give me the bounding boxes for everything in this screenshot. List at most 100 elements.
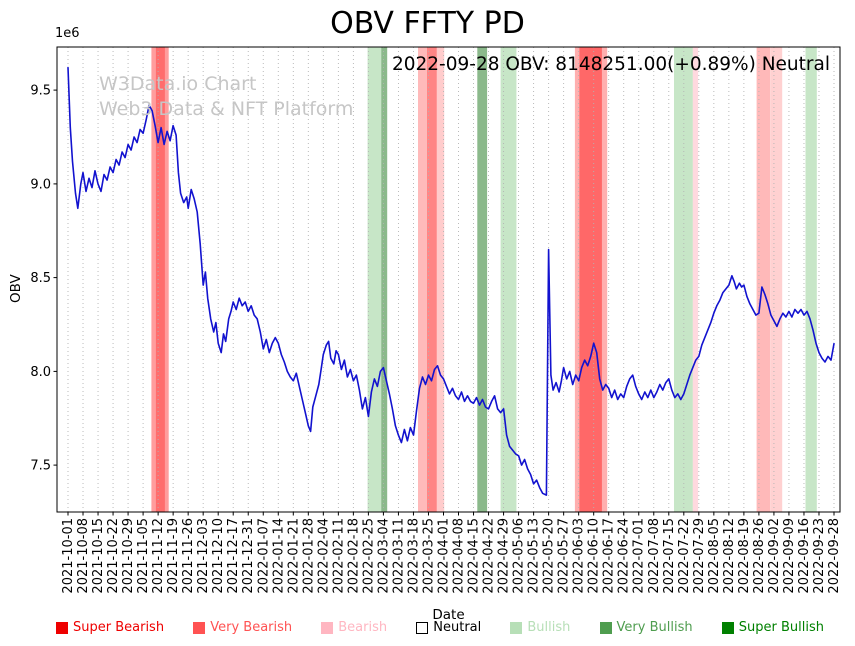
legend-item-very-bearish: Very Bearish bbox=[193, 620, 292, 635]
x-tick-label: 2022-08-12 bbox=[722, 518, 737, 594]
y-tick-label: 7.5 bbox=[30, 459, 51, 474]
x-tick-label: 2022-08-05 bbox=[707, 518, 722, 594]
y-axis-label: OBV bbox=[8, 274, 24, 303]
x-tick-label: 2021-12-10 bbox=[211, 518, 226, 594]
x-tick-label: 2022-03-25 bbox=[422, 518, 437, 594]
x-tick-label: 2021-10-22 bbox=[106, 518, 121, 594]
signal-band-bullish bbox=[367, 47, 382, 512]
legend: Super Bearish Very Bearish Bearish Neutral B… bbox=[56, 620, 824, 635]
legend-label: Super Bullish bbox=[738, 620, 824, 635]
x-tick-label: 2021-11-05 bbox=[136, 518, 151, 594]
x-tick-label: 2022-05-06 bbox=[512, 518, 527, 594]
x-axis-label: Date bbox=[432, 607, 465, 623]
signal-band-very-bullish bbox=[477, 47, 488, 512]
legend-item-neutral: Neutral bbox=[416, 620, 481, 635]
signal-band-very-bearish bbox=[427, 47, 437, 512]
chart-title: OBV FFTY PD bbox=[330, 6, 525, 41]
x-tick-label: 2022-03-11 bbox=[391, 518, 406, 594]
x-tick-label: 2022-07-29 bbox=[692, 518, 707, 594]
x-tick-label: 2022-09-16 bbox=[797, 518, 812, 594]
legend-label: Neutral bbox=[433, 620, 482, 635]
super-bearish-swatch-icon bbox=[56, 621, 68, 634]
x-tick-label: 2021-11-19 bbox=[166, 518, 181, 594]
x-tick-label: 2022-03-18 bbox=[407, 518, 422, 594]
x-tick-label: 2022-04-08 bbox=[452, 518, 467, 594]
x-tick-label: 2022-09-28 bbox=[827, 518, 842, 594]
signal-band-bullish bbox=[500, 47, 517, 512]
y-axis-offset-label: 1e6 bbox=[55, 26, 80, 41]
x-tick-label: 2022-01-14 bbox=[271, 518, 286, 594]
x-tick-label: 2022-02-11 bbox=[331, 518, 346, 594]
x-tick-label: 2021-10-15 bbox=[91, 518, 106, 594]
signal-band-bearish bbox=[692, 47, 699, 512]
legend-label: Super Bearish bbox=[73, 620, 165, 635]
y-tick-label: 9.5 bbox=[30, 84, 51, 99]
legend-label: Very Bullish bbox=[616, 620, 693, 635]
watermark: W3Data.io Chart Web3 Data & NFT Platform bbox=[99, 72, 353, 122]
x-tick-label: 2022-06-10 bbox=[587, 518, 602, 594]
y-tick-label: 9.0 bbox=[30, 177, 51, 192]
watermark-line-1: W3Data.io Chart bbox=[99, 73, 257, 95]
legend-label: Very Bearish bbox=[210, 620, 293, 635]
signal-band-very-bearish bbox=[151, 47, 169, 512]
signal-band-very-bearish bbox=[155, 47, 165, 512]
x-tick-label: 2022-04-01 bbox=[437, 518, 452, 594]
x-tick-label: 2022-05-13 bbox=[527, 518, 542, 594]
x-tick-label: 2021-10-29 bbox=[121, 518, 136, 594]
x-tick-label: 2022-04-29 bbox=[497, 518, 512, 594]
x-tick-label: 2022-02-25 bbox=[361, 518, 376, 594]
signal-band-very-bearish bbox=[756, 47, 771, 512]
legend-label: Bullish bbox=[527, 620, 571, 635]
x-tick-label: 2021-11-26 bbox=[181, 518, 196, 594]
x-tick-label: 2022-09-02 bbox=[767, 518, 782, 594]
signal-band-very-bullish bbox=[381, 47, 388, 512]
x-tick-label: 2022-01-07 bbox=[256, 518, 271, 594]
super-bullish-swatch-icon bbox=[721, 621, 734, 634]
x-tick-label: 2021-12-03 bbox=[196, 518, 211, 594]
legend-item-super-bullish: Super Bullish bbox=[721, 620, 824, 635]
x-tick-label: 2022-05-27 bbox=[557, 518, 572, 594]
x-tick-label: 2022-02-18 bbox=[346, 518, 361, 594]
obv-line bbox=[67, 66, 835, 496]
x-tick-label: 2022-04-22 bbox=[482, 518, 497, 594]
legend-item-very-bullish: Very Bullish bbox=[599, 620, 693, 635]
x-tick-label: 2022-01-28 bbox=[301, 518, 316, 594]
x-tick-label: 2022-01-21 bbox=[286, 518, 301, 594]
x-tick-label: 2022-07-08 bbox=[647, 518, 662, 594]
x-tick-label: 2022-09-09 bbox=[782, 518, 797, 594]
x-tick-label: 2022-07-22 bbox=[677, 518, 692, 594]
very-bearish-swatch-icon bbox=[193, 621, 206, 634]
x-tick-label: 2022-07-15 bbox=[662, 518, 677, 594]
legend-label: Bearish bbox=[338, 620, 388, 635]
very-bullish-swatch-icon bbox=[599, 621, 612, 634]
legend-item-super-bearish: Super Bearish bbox=[56, 620, 164, 635]
x-tick-label: 2022-09-23 bbox=[812, 518, 827, 594]
x-tick-label: 2021-12-17 bbox=[226, 518, 241, 594]
neutral-swatch-icon bbox=[416, 621, 429, 634]
y-tick-label: 8.0 bbox=[30, 365, 51, 380]
signal-band-bearish bbox=[770, 47, 783, 512]
legend-item-bearish: Bearish bbox=[321, 620, 387, 635]
x-tick-label: 2022-04-15 bbox=[467, 518, 482, 594]
bearish-swatch-icon bbox=[321, 621, 334, 634]
x-tick-label: 2022-06-03 bbox=[572, 518, 587, 594]
y-tick-label: 8.5 bbox=[30, 271, 51, 286]
plot-border bbox=[56, 46, 841, 513]
last-value-annotation: 2022-09-28 OBV: 8148251.00(+0.89%) Neutr… bbox=[391, 54, 830, 75]
x-tick-label: 2022-05-20 bbox=[542, 518, 557, 594]
x-tick-label: 2022-08-26 bbox=[752, 518, 767, 594]
x-tick-label: 2021-10-01 bbox=[61, 518, 76, 594]
watermark-line-2: Web3 Data & NFT Platform bbox=[99, 98, 354, 120]
legend-item-bullish: Bullish bbox=[510, 620, 570, 635]
x-tick-label: 2021-10-08 bbox=[76, 518, 91, 594]
signal-band-super-bearish bbox=[579, 47, 602, 512]
x-tick-label: 2022-08-19 bbox=[737, 518, 752, 594]
x-tick-label: 2022-02-04 bbox=[316, 518, 331, 594]
bullish-swatch-icon bbox=[510, 621, 523, 634]
x-tick-label: 2022-07-01 bbox=[632, 518, 647, 594]
x-tick-label: 2021-11-12 bbox=[151, 518, 166, 594]
x-tick-label: 2022-06-17 bbox=[602, 518, 617, 594]
x-tick-label: 2022-03-04 bbox=[376, 518, 391, 594]
